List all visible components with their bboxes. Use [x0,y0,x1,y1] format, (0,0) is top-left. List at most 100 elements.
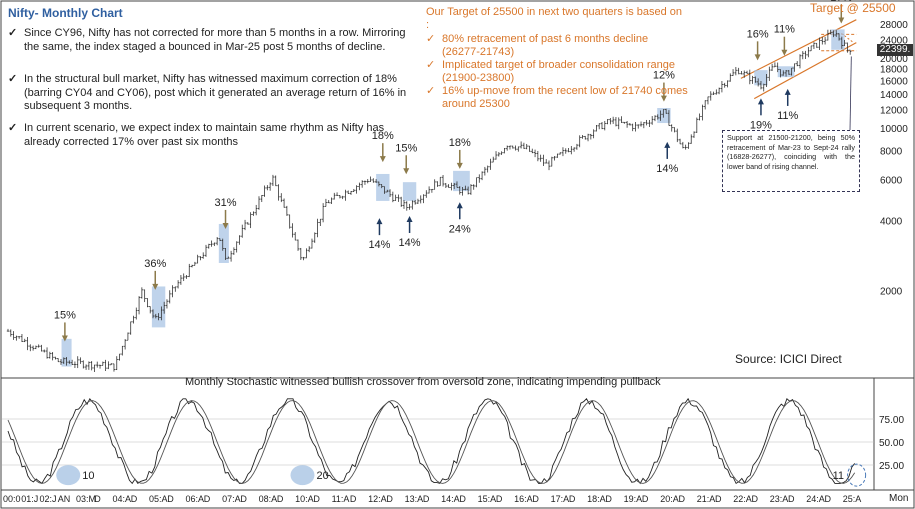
target-point-3: ✓ 16% up-move from the recent low of 2174… [426,85,688,110]
time-tick-label: 05:A [149,494,168,504]
price-tick-label: 12000 [880,106,908,117]
highlight-box [61,338,72,367]
rally-label: 14% [399,237,421,249]
time-tick-label: D [131,494,138,504]
correction-label: 31% [215,197,237,209]
correction-arrowhead [222,222,229,229]
time-tick-label: 00:0 [3,494,21,504]
rally-label: 11% [777,110,798,122]
correction-arrowhead [781,49,788,56]
rally-arrowhead [376,218,383,225]
time-tick-label: 18:A [587,494,606,504]
correction-arrowhead [754,54,761,61]
correction-label: 15% [54,309,76,321]
stoch-tick-label: 50.00 [879,438,904,449]
time-tick-label: D [605,494,612,504]
rally-label: 19% [750,119,772,131]
time-tick-label: D [277,494,284,504]
time-tick-label: AN [58,494,71,504]
time-tick-label: D [350,494,357,504]
check-icon: ✓ [426,59,436,71]
time-tick-label: 16:A [514,494,533,504]
highlight-box [376,173,390,201]
support-callout-line [849,56,852,131]
time-tick-label: 22:A [733,494,752,504]
time-tick-label: 20:A [660,494,679,504]
price-tick-label: 14000 [880,90,908,101]
oversold-label: 20 [316,470,328,482]
correction-label: 36% [144,258,166,270]
time-tick-label: 12:A [368,494,387,504]
correction-arrowhead [660,95,667,102]
chart-title: Nifty- Monthly Chart [8,6,123,20]
time-tick-label: D [824,494,831,504]
rally-label: 14% [368,239,390,251]
time-tick-label: D [642,494,649,504]
rally-arrowhead [406,216,413,223]
time-tick-label: D [678,494,685,504]
correction-label: 17% [830,0,852,3]
time-tick-label: 10:A [295,494,314,504]
check-icon: ✓ [426,33,436,45]
price-tick-label: 28000 [880,20,908,31]
target-rationale: Our Target of 25500 in next two quarters… [426,6,688,111]
highlight-box [218,223,229,263]
oversold-ring [847,463,867,487]
correction-annotations: 15%36%31%18%15%18%12%16%11%17%14%14%24%1… [54,0,852,342]
time-tick-label: D [94,494,101,504]
price-bars [6,29,852,373]
time-tick-label: 25:A [843,494,862,504]
time-tick-label: D [313,494,320,504]
stoch-tick-label: 75.00 [879,415,904,426]
price-tick-label: 6000 [880,175,903,186]
period-label: Mon [889,493,909,504]
target-point-1: ✓ 80% retracement of past 6 months declin… [426,33,649,58]
time-tick-label: D [532,494,539,504]
price-tick-label: 4000 [880,216,903,227]
correction-arrowhead [379,156,386,163]
correction-label: 18% [449,137,471,149]
target-heading: Our Target of 25500 in next two quarters… [426,6,683,31]
stoch-tick-label: 25.00 [879,461,904,472]
time-tick-label: D [459,494,466,504]
price-tick-label: 18000 [880,65,908,76]
oversold-highlight [290,465,315,486]
time-tick-label: D [386,494,393,504]
support-note: Support at 21500-21200, being 50% retrac… [722,130,860,192]
price-axis: 2800024000220002000018000160001400012000… [880,20,908,297]
highlight-box [402,182,417,201]
bullet-2: ✓ In the structural bull market, Nifty ha… [8,73,407,112]
time-tick-label: 23:A [770,494,789,504]
target-point-2: ✓ Implicated target of broader consolidat… [426,59,675,84]
time-tick-label: 17:A [551,494,570,504]
highlight-box [831,29,845,50]
stoch-d-line [7,400,856,484]
channel-lower [753,42,857,100]
check-icon: ✓ [8,122,18,134]
bullet-1: ✓ Since CY96, Nifty has not corrected for… [8,27,406,53]
oversold-label: 11 [833,470,844,482]
oversold-label: 10 [82,470,94,482]
target-label: Target @ 25500 [810,1,896,15]
rally-arrowhead [757,98,764,105]
time-tick-label: D [788,494,795,504]
time-tick-label: 07:A [222,494,241,504]
correction-label: 15% [395,142,417,154]
time-tick-label: D [715,494,722,504]
time-tick-label: D [751,494,758,504]
check-icon: ✓ [8,73,18,85]
time-tick-label: 14:A [441,494,460,504]
time-tick-label: 21:A [697,494,716,504]
stochastic-title: Monthly Stochastic witnessed bullish cro… [185,376,661,388]
time-tick-label: 01:J [21,494,38,504]
check-icon: ✓ [8,27,18,39]
time-tick-label: 06:A [186,494,205,504]
time-tick-label: 03:M [76,494,96,504]
correction-label: 18% [372,130,394,142]
correction-label: 12% [653,70,675,82]
time-tick-label: 13:A [405,494,424,504]
time-tick-label: 08:A [259,494,278,504]
